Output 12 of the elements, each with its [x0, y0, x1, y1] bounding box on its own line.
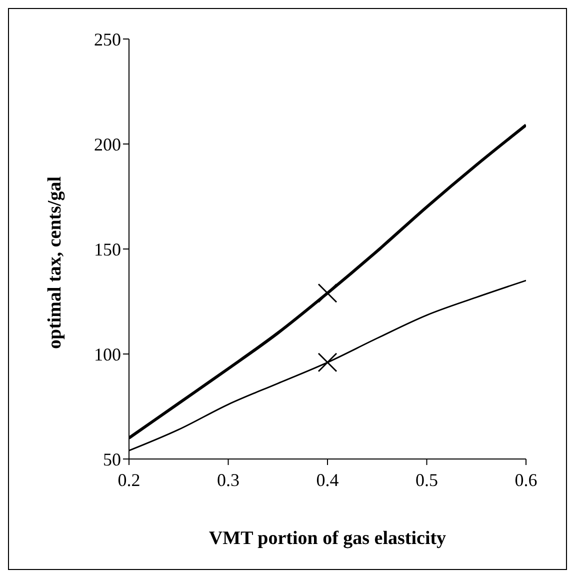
y-axis-title: optimal tax, cents/gal [44, 176, 66, 349]
x-tick-label: 0.3 [217, 470, 240, 490]
y-tick-label: 250 [94, 29, 121, 50]
y-tick-label: 150 [94, 239, 121, 260]
x-tick-label: 0.6 [514, 470, 538, 490]
y-tick-label: 50 [103, 449, 121, 470]
x-tick-label: 0.2 [118, 470, 140, 490]
x-tick-label: 0.5 [416, 470, 438, 490]
y-tick-label: 200 [94, 134, 121, 154]
x-tick-label: 0.4 [316, 470, 339, 490]
y-tick-label: 100 [94, 344, 121, 364]
x-axis-title: VMT portion of gas elasticity [208, 528, 447, 549]
